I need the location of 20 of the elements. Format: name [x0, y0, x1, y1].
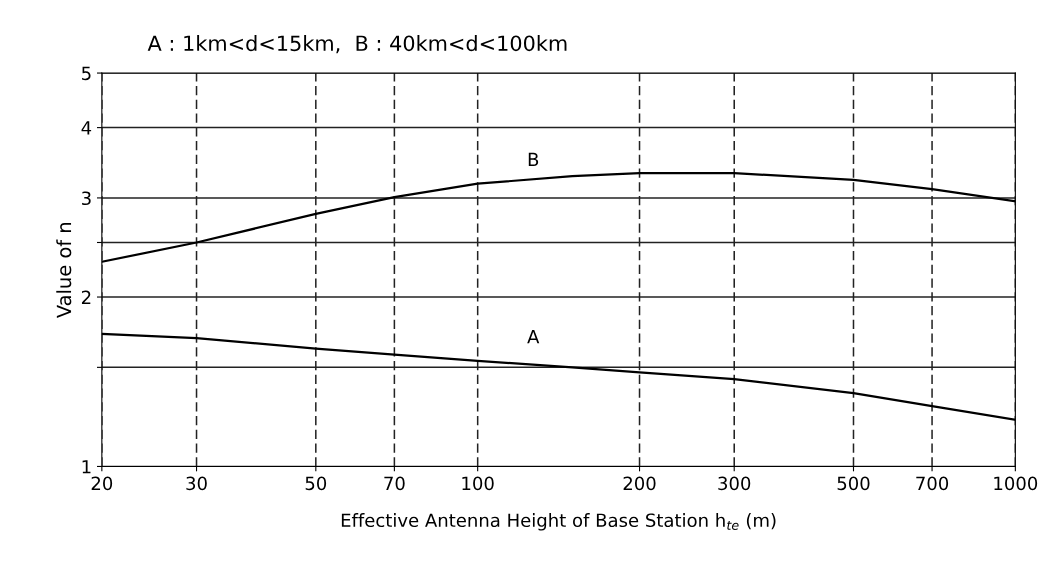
y-tick-label: 3: [82, 191, 91, 206]
x-tick-label: 30: [186, 476, 207, 491]
x-tick-label: 1000: [994, 476, 1038, 491]
series-label: A: [527, 330, 540, 344]
y-tick-label: 2: [81, 290, 91, 304]
x-tick-label: 70: [384, 476, 405, 491]
x-tick-label: 700: [916, 476, 949, 491]
x-tick-label: 100: [462, 476, 494, 491]
series-label: B: [528, 152, 539, 167]
x-axis-title: Effective Antenna Height of Base Station h$_{te}$ (m): [341, 513, 776, 531]
x-tick-label: 500: [837, 476, 870, 491]
y-axis-title: Value of n: [56, 223, 72, 319]
y-tick-label: 5: [82, 66, 91, 81]
x-tick-label: 300: [718, 476, 751, 491]
chart-title: A : 1km<d<15km, B : 40km<d<100km: [147, 35, 567, 54]
x-tick-label: 50: [305, 476, 327, 491]
x-tick-label: 200: [623, 476, 656, 491]
y-tick-label: 1: [82, 460, 91, 474]
x-tick-label: 20: [91, 476, 113, 491]
y-tick-label: 4: [81, 121, 92, 135]
